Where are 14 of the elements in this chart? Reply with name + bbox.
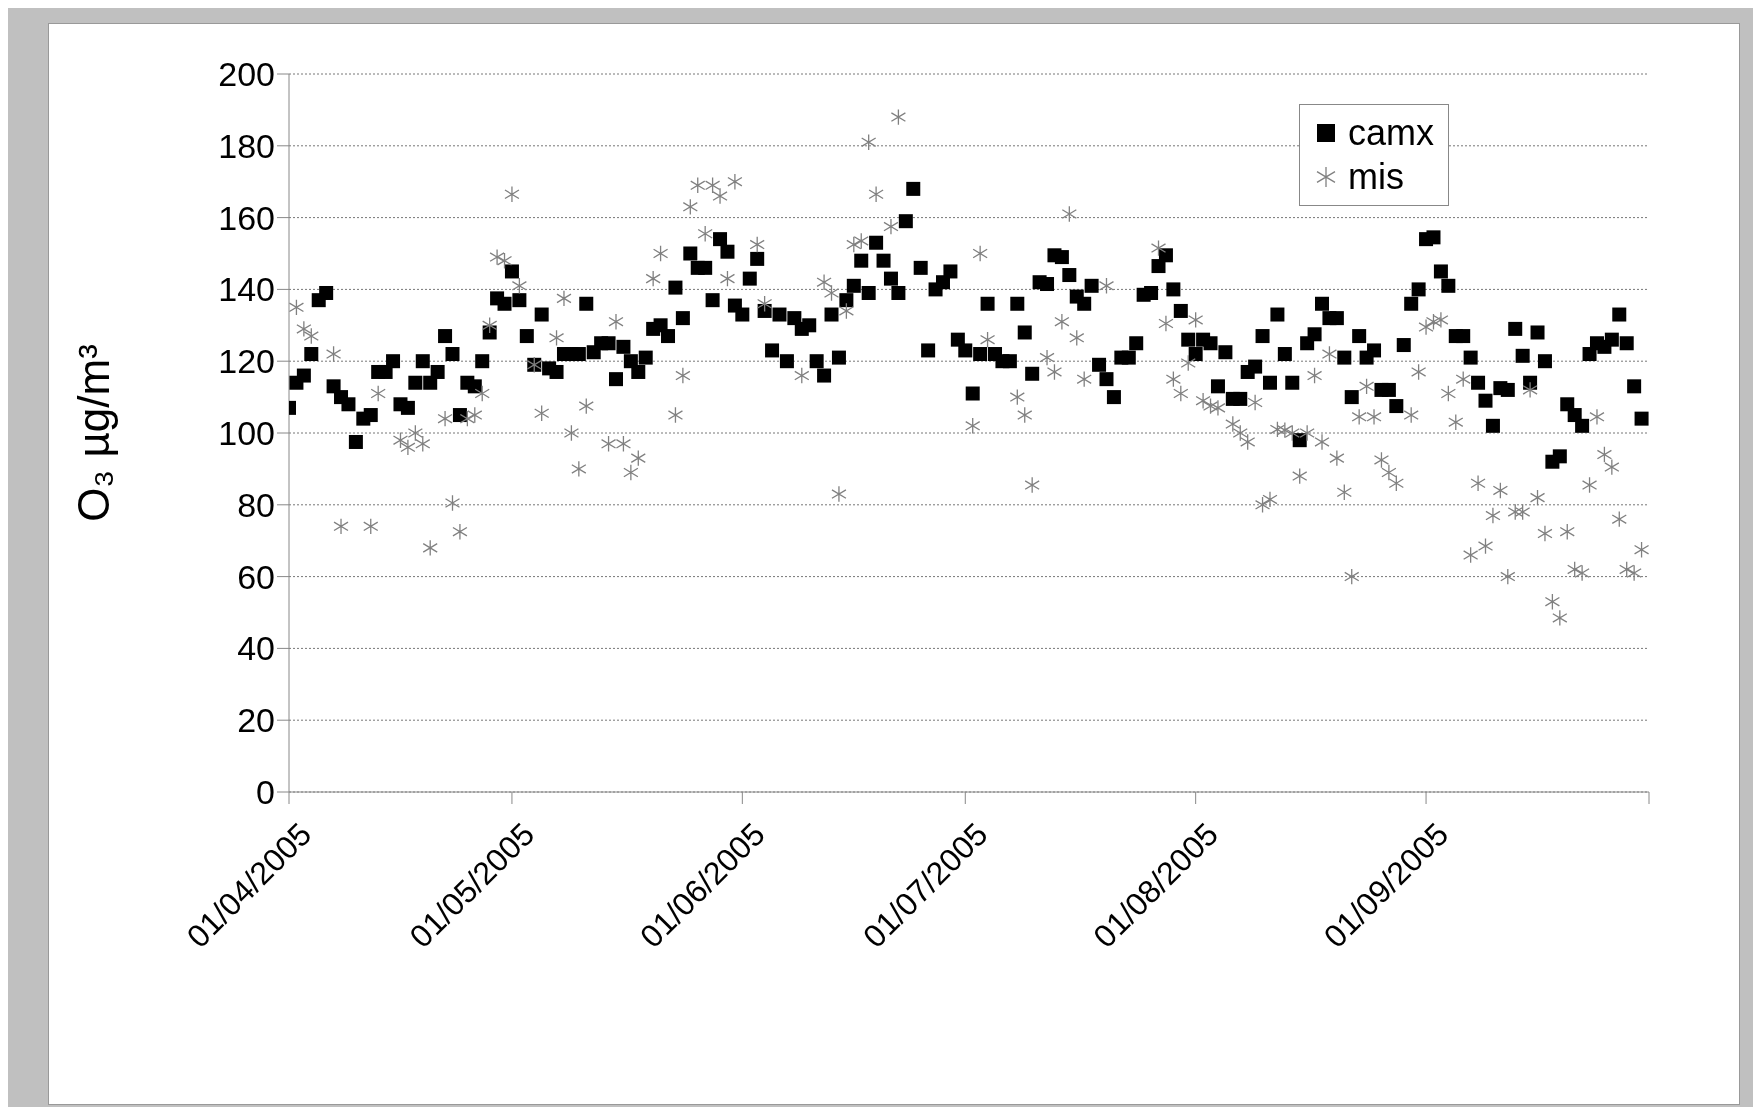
- y-tick-label: 0: [256, 773, 275, 812]
- y-tick-label: 100: [218, 414, 275, 453]
- y-axis-title: O₃ µg/m³: [69, 344, 118, 522]
- y-tick-label: 20: [237, 701, 275, 740]
- y-tick-label: 180: [218, 126, 275, 165]
- y-tick-label: 200: [218, 55, 275, 94]
- y-tick-label: 40: [237, 629, 275, 668]
- y-tick-label: 140: [218, 270, 275, 309]
- legend-label: camx: [1347, 111, 1434, 155]
- y-tick-label: 160: [218, 198, 275, 237]
- legend-label: mis: [1347, 155, 1404, 199]
- y-tick-label: 60: [237, 557, 275, 596]
- y-tick-label: 120: [218, 342, 275, 381]
- y-tick-label: 80: [237, 485, 275, 524]
